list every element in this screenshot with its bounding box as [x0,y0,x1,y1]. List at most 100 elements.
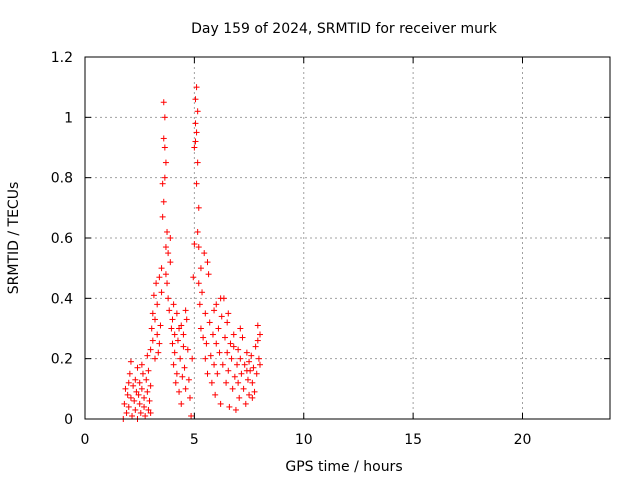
data-point [193,180,200,187]
data-point [228,355,235,362]
data-point [248,352,255,359]
data-point [135,391,142,398]
grid-lines [85,57,610,419]
data-point [224,319,231,326]
x-tick-label: 15 [404,432,422,448]
data-point [170,301,177,308]
data-point [181,364,188,371]
data-point [141,394,148,401]
data-point [182,307,189,314]
data-point [249,394,256,401]
data-point [159,213,166,220]
data-point [164,280,171,287]
data-point [139,370,146,377]
data-point [178,322,185,329]
data-point [158,265,165,272]
data-point [201,250,208,257]
data-point [254,322,261,329]
data-point [125,403,132,410]
data-point [138,385,145,392]
y-tick-label: 0.8 [51,171,73,187]
y-tick-label: 1 [64,110,73,126]
data-point [239,334,246,341]
data-point [156,274,163,281]
data-point [161,114,168,121]
y-axis-label: SRMTID / TECUs [6,182,22,295]
data-point [160,99,167,106]
data-point [252,343,259,350]
data-point [122,385,129,392]
data-point [194,228,201,235]
data-point [183,316,190,323]
data-point [217,295,224,302]
data-point [237,355,244,362]
data-point [206,319,213,326]
data-point [168,325,175,332]
data-point [214,370,221,377]
data-point [240,385,247,392]
data-point [147,382,154,389]
data-point [195,204,202,211]
x-tick-label: 10 [295,432,313,448]
data-point [191,144,198,151]
data-point [199,289,206,296]
data-point [155,349,162,356]
data-point [161,144,168,151]
data-point [195,244,202,251]
data-point [192,120,199,127]
chart-title: Day 159 of 2024, SRMTID for receiver mur… [191,21,498,37]
data-point [223,379,230,386]
data-point [215,325,222,332]
data-point [232,406,239,413]
data-point [173,310,180,317]
data-point [130,382,137,389]
data-point [162,159,169,166]
data-point [208,379,215,386]
data-point [257,361,263,368]
data-point [154,301,161,308]
data-point [189,355,196,362]
data-point [157,322,164,329]
data-point [195,280,202,287]
data-point [147,409,154,416]
data-point [136,400,143,407]
data-point [162,271,169,278]
data-point [231,373,238,380]
x-tick-label: 0 [81,432,90,448]
data-point [217,400,224,407]
data-point [254,337,261,344]
y-tick-label: 0.6 [51,231,73,247]
data-point [138,361,145,368]
data-point [150,292,157,299]
data-point [121,400,128,407]
data-point [212,391,219,398]
data-point [224,349,231,356]
data-point [165,295,172,302]
data-point [125,379,132,386]
data-point [213,301,220,308]
data-point [200,334,207,341]
data-point [196,301,203,308]
data-point [144,388,151,395]
data-point [146,397,153,404]
data-point [178,400,185,407]
data-point [192,138,199,145]
data-point [141,403,148,410]
data-point [145,367,152,374]
data-point [251,388,258,395]
data-point [169,340,176,347]
data-point [145,406,152,413]
data-point [202,310,209,317]
data-point [202,355,209,362]
data-point [225,367,232,374]
data-point [222,334,228,341]
data-point [152,355,158,362]
data-point [253,370,260,377]
data-point [218,313,225,320]
data-point [153,280,160,287]
data-point [158,289,165,296]
data-point [203,340,210,347]
data-point [197,325,204,332]
data-point [133,388,140,395]
data-point [207,352,214,359]
